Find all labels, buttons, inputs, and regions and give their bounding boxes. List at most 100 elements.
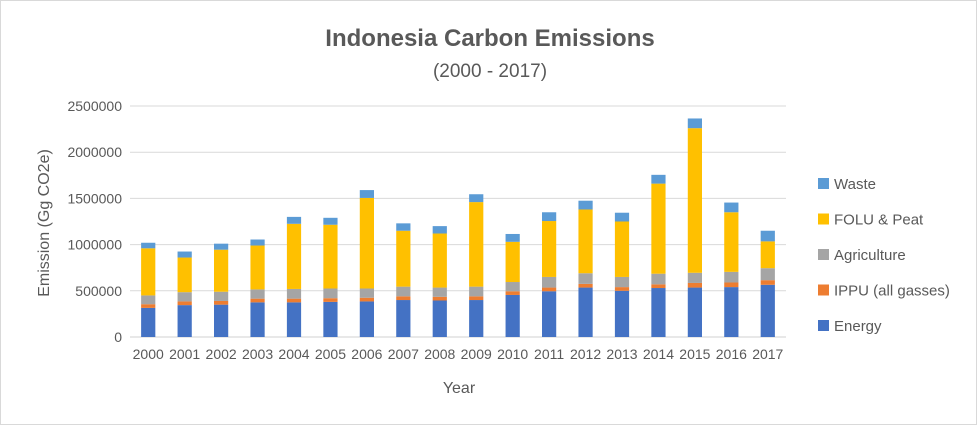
bar-segment — [760, 280, 775, 285]
bar-segment — [505, 294, 520, 337]
bar-segment — [760, 284, 775, 337]
bar-segment — [214, 300, 229, 305]
bar-segment — [250, 245, 265, 290]
bar-segment — [250, 239, 265, 246]
bar-segment — [286, 216, 302, 224]
bar-segment — [651, 284, 666, 289]
bar-segment — [614, 212, 630, 222]
y-tick-label: 1500000 — [67, 190, 122, 206]
legend-label: Energy — [834, 318, 882, 335]
legend-label: Agriculture — [834, 247, 906, 264]
x-tick-label: 2005 — [315, 346, 346, 362]
bar-segment — [141, 295, 156, 305]
x-tick-label: 2009 — [461, 346, 492, 362]
bar-segment — [578, 273, 593, 284]
bar-segment — [614, 276, 630, 288]
bar-segment — [432, 287, 447, 297]
legend-label: Waste — [834, 176, 876, 193]
x-tick-label: 2000 — [133, 346, 164, 362]
bar-segment — [724, 282, 739, 288]
bar-segment — [177, 292, 192, 302]
bar-segment — [323, 224, 338, 289]
x-tick-label: 2008 — [424, 346, 455, 362]
bar-segment — [542, 221, 557, 277]
bar-segment — [323, 298, 338, 302]
bar-segment — [505, 233, 520, 242]
bar-segment — [214, 249, 229, 292]
bar-segment — [250, 302, 265, 337]
x-tick-label: 2017 — [752, 346, 783, 362]
x-tick-label: 2016 — [716, 346, 747, 362]
bar-segment — [432, 233, 447, 288]
legend-item: Energy — [818, 318, 882, 335]
bar-segment — [614, 290, 630, 337]
x-tick-label: 2004 — [278, 346, 309, 362]
bar-segment — [651, 174, 666, 184]
bar-segment — [214, 304, 229, 337]
legend-swatch — [818, 213, 829, 225]
legend-item: FOLU & Peat — [818, 212, 924, 229]
bar-segment — [214, 243, 229, 250]
x-tick-label: 2006 — [351, 346, 382, 362]
bar-segment — [687, 282, 702, 288]
bar-segment — [542, 276, 557, 288]
legend-item: Waste — [818, 176, 876, 193]
bar-segment — [323, 217, 338, 225]
bar-segment — [760, 268, 775, 281]
legend-label: IPPU (all gasses) — [834, 283, 950, 300]
bar-segment — [469, 202, 484, 287]
y-axis-ticks: 0 500000 1000000 1500000 2000000 2500000 — [67, 98, 122, 345]
bar-segment — [651, 183, 666, 274]
bar-segment — [177, 251, 192, 258]
bar-segment — [651, 288, 666, 337]
legend-swatch — [818, 178, 829, 189]
bar-segment — [359, 197, 374, 289]
bar-segment — [469, 194, 484, 203]
bar-segment — [724, 202, 739, 213]
bar-segment — [432, 300, 447, 337]
bar-segment — [141, 248, 156, 296]
bar-segment — [578, 209, 593, 274]
bar-segment — [359, 190, 374, 198]
bar-segment — [614, 287, 630, 291]
x-tick-label: 2007 — [388, 346, 419, 362]
legend-swatch — [818, 249, 829, 260]
x-tick-label: 2001 — [169, 346, 200, 362]
bar-segment — [359, 301, 374, 337]
y-tick-label: 2000000 — [67, 144, 122, 160]
x-tick-label: 2015 — [679, 346, 710, 362]
bar-segment — [141, 242, 156, 249]
y-axis-title: Emission (Gg CO2e) — [36, 149, 53, 297]
bar-segment — [542, 212, 557, 222]
bar-segment — [687, 272, 702, 283]
x-tick-label: 2013 — [606, 346, 637, 362]
bar-segment — [578, 283, 593, 288]
bar-segment — [323, 288, 338, 299]
bar-segment — [396, 230, 411, 287]
bar-segment — [396, 286, 411, 297]
x-axis-title: Year — [443, 380, 476, 397]
bar-segment — [724, 212, 739, 272]
bar-segment — [286, 298, 302, 303]
x-tick-label: 2011 — [534, 346, 564, 362]
gridlines — [130, 105, 786, 338]
bar-segment — [214, 291, 229, 301]
bar-segment — [250, 298, 265, 303]
x-tick-label: 2003 — [242, 346, 273, 362]
x-tick-label: 2012 — [570, 346, 601, 362]
bar-segment — [286, 302, 302, 337]
bar-segment — [578, 287, 593, 337]
y-tick-label: 500000 — [75, 283, 122, 299]
bar-segment — [505, 282, 520, 292]
y-tick-label: 1000000 — [67, 237, 122, 253]
bar-segment — [760, 241, 775, 269]
bar-segment — [651, 273, 666, 285]
bar-segment — [141, 304, 156, 308]
bar-segment — [469, 296, 484, 301]
bar-segment — [724, 271, 739, 283]
y-tick-label: 0 — [114, 329, 122, 345]
legend-swatch — [818, 320, 829, 331]
bar-segment — [359, 288, 374, 298]
